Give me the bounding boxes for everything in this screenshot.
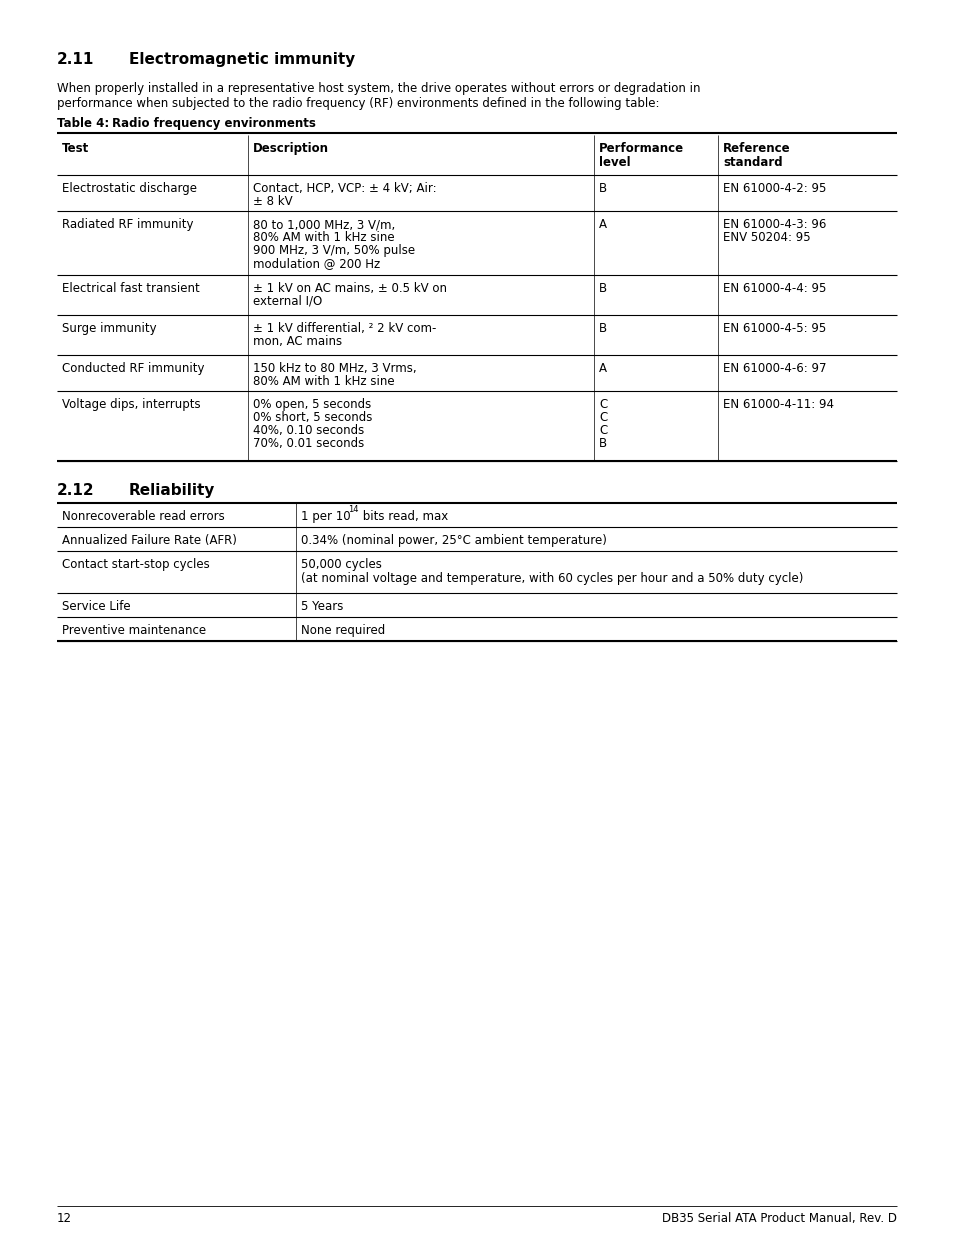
Text: EN 61000-4-11: 94: EN 61000-4-11: 94 bbox=[722, 398, 833, 411]
Text: 80 to 1,000 MHz, 3 V/m,: 80 to 1,000 MHz, 3 V/m, bbox=[253, 219, 395, 231]
Text: Conducted RF immunity: Conducted RF immunity bbox=[62, 362, 204, 375]
Text: B: B bbox=[598, 437, 606, 450]
Text: performance when subjected to the radio frequency (RF) environments defined in t: performance when subjected to the radio … bbox=[57, 98, 659, 110]
Text: Preventive maintenance: Preventive maintenance bbox=[62, 624, 206, 637]
Text: 0.34% (nominal power, 25°C ambient temperature): 0.34% (nominal power, 25°C ambient tempe… bbox=[301, 534, 606, 547]
Text: B: B bbox=[598, 322, 606, 335]
Text: Annualized Failure Rate (AFR): Annualized Failure Rate (AFR) bbox=[62, 534, 236, 547]
Text: 900 MHz, 3 V/m, 50% pulse: 900 MHz, 3 V/m, 50% pulse bbox=[253, 245, 415, 257]
Text: None required: None required bbox=[301, 624, 385, 637]
Text: Electrical fast transient: Electrical fast transient bbox=[62, 282, 199, 295]
Text: 70%, 0.01 seconds: 70%, 0.01 seconds bbox=[253, 437, 364, 450]
Text: Reference: Reference bbox=[722, 142, 790, 156]
Text: ENV 50204: 95: ENV 50204: 95 bbox=[722, 231, 810, 245]
Text: ± 8 kV: ± 8 kV bbox=[253, 195, 293, 207]
Text: Contact, HCP, VCP: ± 4 kV; Air:: Contact, HCP, VCP: ± 4 kV; Air: bbox=[253, 182, 436, 195]
Text: Service Life: Service Life bbox=[62, 600, 131, 613]
Text: 80% AM with 1 kHz sine: 80% AM with 1 kHz sine bbox=[253, 231, 395, 245]
Text: Table 4:: Table 4: bbox=[57, 117, 110, 130]
Text: 14: 14 bbox=[348, 505, 358, 514]
Text: Voltage dips, interrupts: Voltage dips, interrupts bbox=[62, 398, 200, 411]
Text: (at nominal voltage and temperature, with 60 cycles per hour and a 50% duty cycl: (at nominal voltage and temperature, wit… bbox=[301, 572, 802, 585]
Text: 1 per 10: 1 per 10 bbox=[301, 510, 351, 522]
Text: Electrostatic discharge: Electrostatic discharge bbox=[62, 182, 196, 195]
Text: 50,000 cycles: 50,000 cycles bbox=[301, 558, 381, 571]
Text: Radiated RF immunity: Radiated RF immunity bbox=[62, 219, 193, 231]
Text: Performance: Performance bbox=[598, 142, 683, 156]
Text: Nonrecoverable read errors: Nonrecoverable read errors bbox=[62, 510, 225, 522]
Text: When properly installed in a representative host system, the drive operates with: When properly installed in a representat… bbox=[57, 82, 700, 95]
Text: Description: Description bbox=[253, 142, 329, 156]
Text: ± 1 kV differential, ² 2 kV com-: ± 1 kV differential, ² 2 kV com- bbox=[253, 322, 436, 335]
Text: B: B bbox=[598, 182, 606, 195]
Text: external I/O: external I/O bbox=[253, 295, 322, 308]
Text: A: A bbox=[598, 362, 606, 375]
Text: C: C bbox=[598, 424, 607, 437]
Text: EN 61000-4-3: 96: EN 61000-4-3: 96 bbox=[722, 219, 825, 231]
Text: Test: Test bbox=[62, 142, 90, 156]
Text: bits read, max: bits read, max bbox=[358, 510, 448, 522]
Text: Radio frequency environments: Radio frequency environments bbox=[112, 117, 315, 130]
Text: 0% short, 5 seconds: 0% short, 5 seconds bbox=[253, 411, 372, 424]
Text: 150 kHz to 80 MHz, 3 Vrms,: 150 kHz to 80 MHz, 3 Vrms, bbox=[253, 362, 416, 375]
Text: modulation @ 200 Hz: modulation @ 200 Hz bbox=[253, 257, 380, 270]
Text: EN 61000-4-6: 97: EN 61000-4-6: 97 bbox=[722, 362, 825, 375]
Text: standard: standard bbox=[722, 156, 781, 169]
Text: 80% AM with 1 kHz sine: 80% AM with 1 kHz sine bbox=[253, 375, 395, 388]
Text: C: C bbox=[598, 411, 607, 424]
Text: 5 Years: 5 Years bbox=[301, 600, 343, 613]
Text: 2.11: 2.11 bbox=[57, 52, 94, 67]
Text: Surge immunity: Surge immunity bbox=[62, 322, 156, 335]
Text: DB35 Serial ATA Product Manual, Rev. D: DB35 Serial ATA Product Manual, Rev. D bbox=[661, 1212, 896, 1225]
Text: 40%, 0.10 seconds: 40%, 0.10 seconds bbox=[253, 424, 364, 437]
Text: Electromagnetic immunity: Electromagnetic immunity bbox=[129, 52, 355, 67]
Text: level: level bbox=[598, 156, 630, 169]
Text: mon, AC mains: mon, AC mains bbox=[253, 335, 342, 348]
Text: EN 61000-4-4: 95: EN 61000-4-4: 95 bbox=[722, 282, 825, 295]
Text: B: B bbox=[598, 282, 606, 295]
Text: Contact start-stop cycles: Contact start-stop cycles bbox=[62, 558, 210, 571]
Text: EN 61000-4-2: 95: EN 61000-4-2: 95 bbox=[722, 182, 825, 195]
Text: 12: 12 bbox=[57, 1212, 71, 1225]
Text: A: A bbox=[598, 219, 606, 231]
Text: 0% open, 5 seconds: 0% open, 5 seconds bbox=[253, 398, 371, 411]
Text: C: C bbox=[598, 398, 607, 411]
Text: 2.12: 2.12 bbox=[57, 483, 94, 498]
Text: ± 1 kV on AC mains, ± 0.5 kV on: ± 1 kV on AC mains, ± 0.5 kV on bbox=[253, 282, 447, 295]
Text: EN 61000-4-5: 95: EN 61000-4-5: 95 bbox=[722, 322, 825, 335]
Text: Reliability: Reliability bbox=[129, 483, 215, 498]
